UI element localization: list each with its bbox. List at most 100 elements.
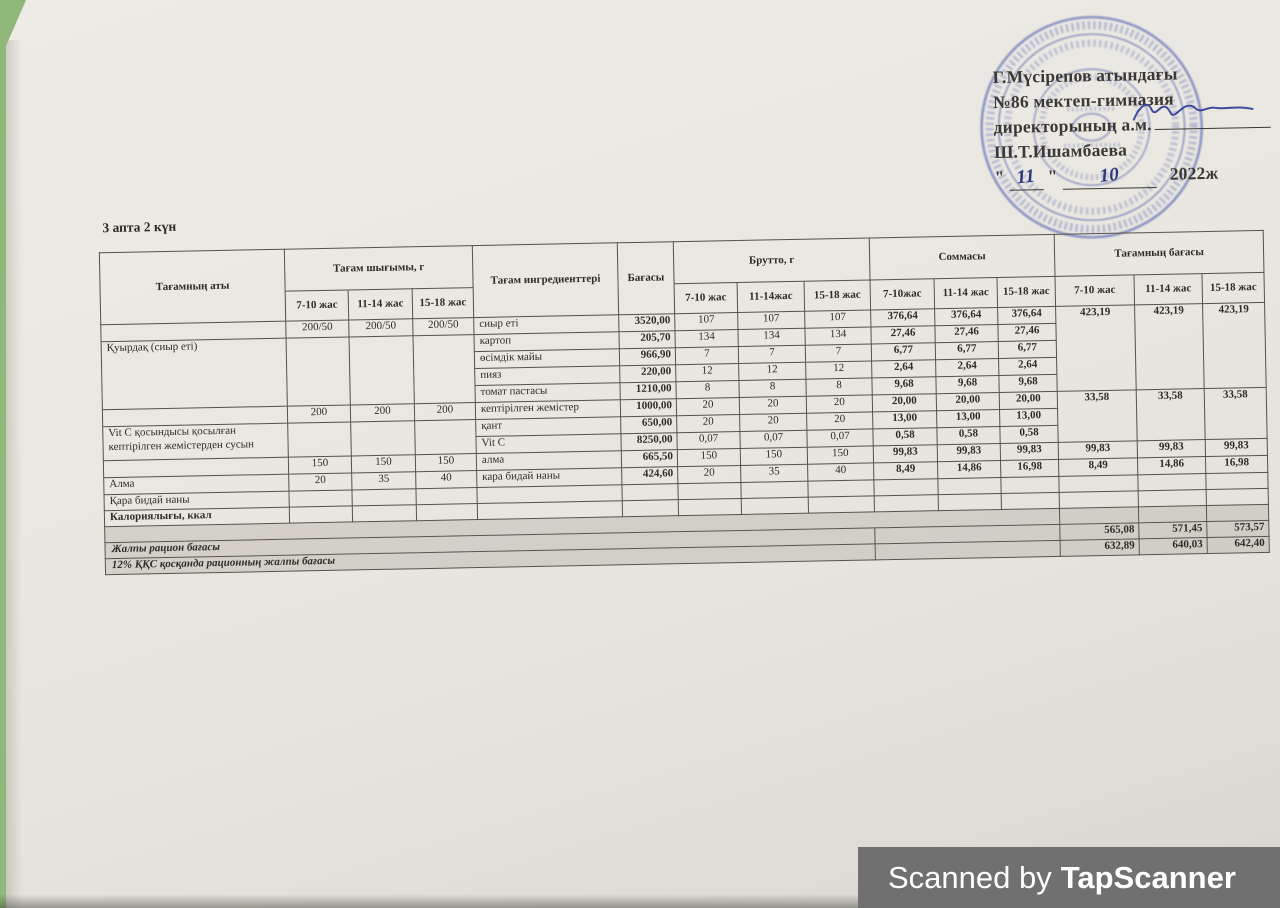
table-cell <box>741 497 809 515</box>
table-cell: 200 <box>414 402 476 421</box>
close-quote: " <box>1047 165 1058 187</box>
table-cell <box>874 494 939 512</box>
handwritten-month: 10 <box>1061 161 1157 190</box>
header-cell: 7-10 жас <box>674 282 738 314</box>
table-cell <box>740 481 809 499</box>
header-cell: Брутто, г <box>673 237 871 284</box>
table-cell: 423,19 <box>1202 302 1267 389</box>
table-cell: 205,70 <box>618 330 676 349</box>
table-cell: 20 <box>739 396 807 415</box>
table-cell <box>937 477 1002 495</box>
table-cell: 13,00 <box>872 410 937 429</box>
table-cell: 107 <box>804 309 871 329</box>
table-cell: 376,64 <box>934 307 998 326</box>
table-cell <box>1138 505 1207 523</box>
table-cell: 6,77 <box>871 342 936 361</box>
table-cell: 8 <box>675 380 740 399</box>
table-cell <box>621 483 679 501</box>
table-cell: 966,90 <box>619 347 676 366</box>
table-cell <box>622 499 679 517</box>
table-cell: 424,60 <box>621 466 678 485</box>
table-cell: 0,07 <box>676 431 741 450</box>
menu-table: Тағамның аты Тағам шығымы, г Тағам ингреди… <box>99 230 1270 575</box>
header-cell: 7-10жас <box>870 278 935 310</box>
table-cell: 376,64 <box>997 306 1056 325</box>
table-cell: 134 <box>737 328 806 347</box>
table-cell <box>807 479 875 498</box>
year-label: 2022ж <box>1169 162 1219 184</box>
header-cell: Тағам шығымы, г <box>284 245 474 292</box>
paper-edge-shade <box>6 40 22 908</box>
table-cell <box>416 503 478 521</box>
table-cell: Қуырдақ (сиыр еті) <box>101 338 288 410</box>
table-cell: 200/50 <box>412 317 475 336</box>
table-cell: 650,00 <box>620 415 677 434</box>
table-cell: 16,98 <box>1000 459 1059 478</box>
table-cell: 20 <box>677 465 741 484</box>
header-cell: Бағасы <box>617 241 675 315</box>
header-cell: 11-14 жас <box>348 288 413 320</box>
table-cell <box>288 489 353 508</box>
table-cell <box>352 504 417 522</box>
table-cell: 571,45 <box>1138 521 1208 539</box>
table-cell: 0,07 <box>806 428 874 448</box>
page-title: 3 апта 2 күн <box>102 218 177 236</box>
header-cell: Тағам ингредиенттері <box>472 242 619 318</box>
table-cell <box>1206 488 1269 506</box>
header-cell: 15-18 жас <box>804 279 871 312</box>
handwritten-day: 11 <box>1008 164 1044 191</box>
table-cell: 99,83 <box>1000 442 1059 461</box>
table-cell: 7 <box>738 345 806 364</box>
table-cell: 134 <box>674 329 739 348</box>
header-cell: Тағамның бағасы <box>1054 230 1265 277</box>
table-cell <box>808 495 875 514</box>
table-cell <box>287 421 352 458</box>
table-cell: 20 <box>806 394 873 414</box>
table-cell: 1000,00 <box>620 398 677 417</box>
table-cell: 0,58 <box>999 425 1059 444</box>
table-cell <box>286 336 351 407</box>
table-cell: 99,83 <box>937 443 1001 462</box>
table-cell: 640,03 <box>1139 537 1208 555</box>
table-cell: 200/50 <box>285 319 350 339</box>
table-cell: 12 <box>805 360 872 380</box>
table-cell: 2,64 <box>935 358 999 377</box>
table-cell: 642,40 <box>1207 536 1270 554</box>
table-cell: 20,00 <box>999 391 1058 410</box>
table-cell: 14,86 <box>1137 456 1206 475</box>
table-cell: 12 <box>738 362 806 381</box>
table-cell: 20,00 <box>872 393 937 412</box>
table-cell <box>289 505 353 524</box>
table-cell <box>875 540 1061 560</box>
approval-date-line: " 11 " 10 2022ж <box>994 159 1280 191</box>
table-cell <box>1059 506 1139 525</box>
table-cell <box>1058 474 1139 493</box>
table-cell: 33,58 <box>1136 388 1206 441</box>
header-cell: 11-14жас <box>737 281 805 313</box>
table-cell: 8250,00 <box>620 432 678 451</box>
table-cell: 20 <box>676 414 740 433</box>
table-cell: 150 <box>288 455 352 475</box>
table-cell: 0,58 <box>872 427 938 446</box>
header-cell: 15-18 жас <box>412 287 474 319</box>
table-cell: 9,68 <box>935 375 1000 394</box>
official-stamp-icon <box>980 15 1203 239</box>
director-label: директорының а.м. <box>993 114 1152 138</box>
table-cell: 20 <box>806 411 873 431</box>
table-cell <box>873 478 939 496</box>
table-cell: 27,46 <box>870 325 936 344</box>
table-cell: 99,83 <box>873 444 938 463</box>
table-cell: 565,08 <box>1059 522 1140 541</box>
table-cell: 107 <box>674 312 738 331</box>
header-cell: 7-10 жас <box>285 289 349 322</box>
table-cell: 150 <box>351 454 416 473</box>
table-cell: 99,83 <box>1058 440 1138 460</box>
table-cell: 3520,00 <box>618 313 675 332</box>
tapscanner-watermark: Scanned by TapScanner <box>858 847 1280 908</box>
table-cell: 9,68 <box>871 376 937 395</box>
header-cell: Соммасы <box>869 234 1056 280</box>
table-cell <box>413 334 476 404</box>
table-cell: 13,00 <box>936 409 1000 428</box>
table-cell: 1210,00 <box>619 381 677 400</box>
